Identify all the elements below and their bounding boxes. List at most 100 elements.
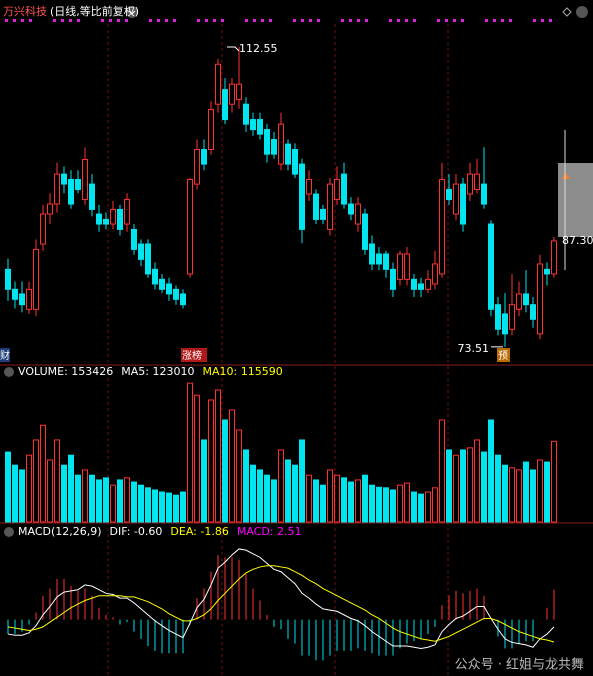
stock-name: 万兴科技 bbox=[3, 4, 47, 18]
candle-body bbox=[362, 213, 368, 250]
low-label: 73.51 bbox=[458, 342, 490, 355]
candle-body bbox=[446, 188, 452, 200]
volume-bar bbox=[425, 491, 431, 523]
volume-bar bbox=[411, 491, 417, 523]
volume-bar bbox=[474, 439, 480, 523]
event-dot bbox=[61, 19, 64, 22]
volume-bar bbox=[264, 474, 270, 523]
volume-bar bbox=[250, 464, 256, 523]
candle-body bbox=[152, 268, 158, 285]
event-dot bbox=[301, 19, 304, 22]
event-dot bbox=[509, 19, 512, 22]
volume-bar bbox=[131, 481, 137, 523]
volume-bar bbox=[89, 474, 95, 523]
last-price: 87.30 bbox=[562, 234, 593, 247]
volume-bar bbox=[236, 429, 242, 523]
volume-bar bbox=[432, 487, 438, 523]
event-dot bbox=[485, 19, 488, 22]
candle-body bbox=[166, 283, 172, 295]
volume-bar bbox=[278, 449, 284, 523]
dropdown-icon[interactable] bbox=[4, 367, 14, 377]
volume-bar bbox=[117, 479, 123, 523]
candle-body bbox=[320, 208, 326, 220]
event-dot bbox=[149, 19, 152, 22]
event-dot bbox=[541, 19, 544, 22]
settings-icon[interactable] bbox=[576, 6, 588, 18]
candle-body bbox=[138, 243, 144, 260]
dropdown-icon[interactable] bbox=[126, 6, 138, 18]
event-dot bbox=[205, 19, 208, 22]
candle-body bbox=[341, 173, 347, 205]
volume-bar bbox=[334, 474, 340, 523]
volume-bar bbox=[61, 464, 67, 523]
candle-body bbox=[194, 149, 200, 185]
volume-bar bbox=[439, 419, 445, 523]
volume-bar bbox=[12, 464, 18, 523]
candle-body bbox=[495, 304, 501, 330]
candle-body bbox=[313, 193, 319, 220]
volume-bar bbox=[397, 484, 403, 523]
volume-bar bbox=[124, 477, 130, 523]
volume-bar bbox=[467, 447, 473, 523]
candle-body bbox=[306, 178, 312, 195]
tag-box bbox=[497, 348, 510, 362]
volume-bar bbox=[5, 451, 11, 523]
event-dot bbox=[109, 19, 112, 22]
volume-bar bbox=[208, 399, 214, 523]
candle-body bbox=[376, 253, 382, 265]
legend-entry: DEA: -1.86 bbox=[170, 525, 228, 538]
diamond-icon[interactable] bbox=[562, 7, 572, 17]
event-dot bbox=[397, 19, 400, 22]
event-dot bbox=[309, 19, 312, 22]
volume-bar bbox=[54, 439, 60, 523]
volume-bar bbox=[446, 449, 452, 523]
event-dot bbox=[293, 19, 296, 22]
volume-bar bbox=[47, 459, 53, 523]
volume-bar bbox=[320, 484, 326, 523]
event-dot bbox=[173, 19, 176, 22]
volume-bar bbox=[103, 477, 109, 523]
event-dot bbox=[157, 19, 160, 22]
candle-body bbox=[47, 203, 53, 215]
candle-body bbox=[460, 183, 466, 225]
dropdown-icon[interactable] bbox=[4, 527, 14, 537]
volume-bar bbox=[348, 481, 354, 523]
volume-bar bbox=[390, 489, 396, 523]
volume-bar bbox=[33, 439, 39, 523]
event-dot bbox=[101, 19, 104, 22]
dropdown-arrow bbox=[128, 10, 136, 15]
candle-body bbox=[453, 183, 459, 215]
volume-bar bbox=[495, 454, 501, 523]
candle-body bbox=[257, 119, 263, 135]
candle-body bbox=[411, 278, 417, 290]
event-dot bbox=[125, 19, 128, 22]
legend-entry: MA5: 123010 bbox=[121, 365, 194, 378]
tag: 财 bbox=[0, 349, 10, 362]
candle-body bbox=[537, 263, 543, 335]
chart-title: (日线,等比前复权) bbox=[50, 4, 139, 18]
candle-body bbox=[285, 143, 291, 165]
volume-bar bbox=[516, 469, 522, 523]
candle-body bbox=[187, 178, 193, 275]
volume-bar bbox=[215, 389, 221, 523]
event-dot bbox=[533, 19, 536, 22]
volume-bar bbox=[376, 486, 382, 523]
legend-entry: MACD(12,26,9) bbox=[18, 525, 102, 538]
candle-body bbox=[348, 203, 354, 215]
event-dot bbox=[405, 19, 408, 22]
volume-bar bbox=[404, 482, 410, 523]
event-dot bbox=[349, 19, 352, 22]
volume-bar bbox=[152, 489, 158, 523]
event-dot bbox=[549, 19, 552, 22]
volume-bar bbox=[82, 469, 88, 523]
volume-bar bbox=[222, 419, 228, 523]
volume-bar bbox=[40, 424, 46, 523]
candle-body bbox=[523, 293, 529, 306]
macd-line bbox=[7, 548, 555, 649]
candle-body bbox=[271, 139, 277, 155]
legend-entry: VOLUME: 153426 bbox=[18, 365, 113, 378]
candle-body bbox=[5, 268, 11, 290]
candle-body bbox=[61, 173, 67, 185]
event-dot bbox=[29, 19, 32, 22]
